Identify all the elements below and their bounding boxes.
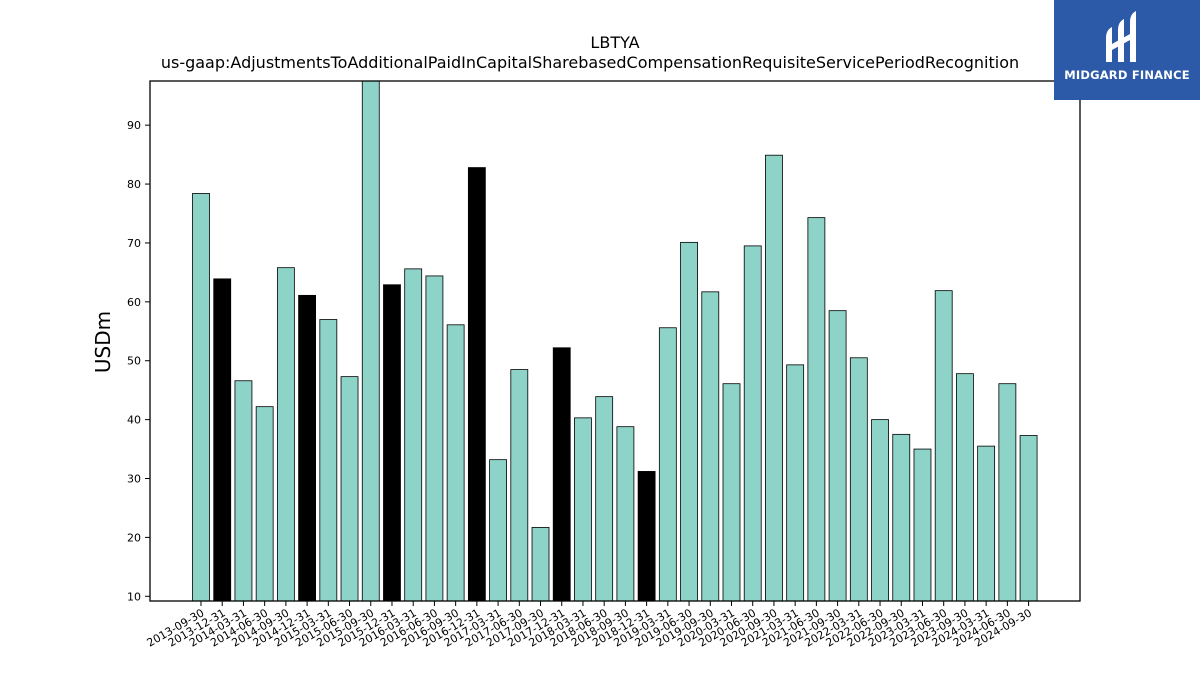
bars-group [192,80,1038,602]
bar [934,290,953,602]
bar [574,417,592,602]
bar [234,380,253,602]
bar [807,217,826,602]
bar [828,310,847,602]
bar [658,327,677,602]
bar [467,167,486,602]
y-tick-label: 20 [127,531,141,544]
bar [276,267,295,602]
chart-subtitle: us-gaap:AdjustmentsToAdditionalPaidInCap… [161,53,1019,72]
bar [701,291,720,602]
bar [765,154,783,602]
bar [510,369,529,602]
y-tick-label: 80 [127,178,141,191]
bar [404,268,423,602]
bar [849,357,868,602]
bar [680,241,698,602]
y-tick-label: 90 [127,119,141,132]
y-tick-label: 70 [127,237,141,250]
bar [595,396,614,602]
bar [998,383,1017,602]
bar [361,80,380,602]
bar [319,319,338,602]
brand-name: MIDGARD FINANCE [1064,68,1190,82]
bar [298,294,317,602]
bar [786,364,805,602]
bar [977,445,996,602]
y-tick-label: 30 [127,473,141,486]
y-tick-label: 50 [127,355,141,368]
bar [913,448,932,602]
bar [531,526,550,602]
bar [892,433,911,602]
bar [425,275,444,602]
y-axis-label: USDm [91,311,115,373]
bar [956,373,974,602]
bar [340,376,359,602]
bar [871,419,889,602]
bar [213,278,232,602]
y-tick-label: 10 [127,590,141,603]
x-axis-ticks: 2013-09-302013-12-312014-03-312014-06-30… [145,601,1034,650]
brand-logo: MIDGARD FINANCE [1054,0,1200,100]
bar [743,245,762,602]
chart-title: LBTYA [590,33,639,52]
y-tick-label: 60 [127,296,141,309]
bar [637,471,656,602]
bar [616,426,635,602]
bar [552,347,571,602]
y-axis-ticks: 10 20 30 40 50 60 70 80 90 [127,119,150,603]
bar [192,193,210,602]
bar [1019,435,1038,602]
plot-frame [149,80,1081,602]
bar [255,406,274,602]
bar [489,459,507,602]
bar [722,383,741,602]
brand-mark-icon [1106,11,1136,62]
bar [383,284,401,602]
bar [446,324,465,602]
y-tick-label: 40 [127,414,141,427]
